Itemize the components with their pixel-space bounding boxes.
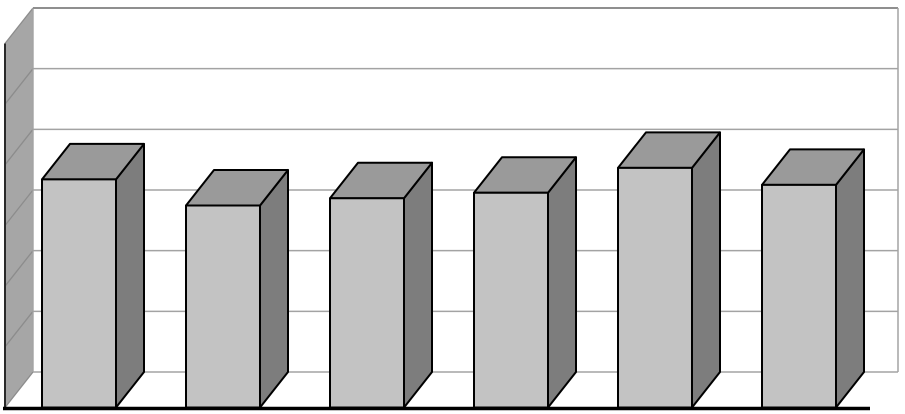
bar-front-face xyxy=(329,197,405,409)
bar-front-face xyxy=(617,166,693,409)
side-wall-gridline xyxy=(4,68,34,105)
side-wall-gridline xyxy=(4,371,34,408)
bar-5 xyxy=(617,131,721,409)
bar-6 xyxy=(761,148,865,409)
bar-2 xyxy=(185,168,289,409)
bar-front-face xyxy=(473,191,549,409)
side-wall-gridline xyxy=(4,189,34,226)
bar-front-face xyxy=(41,178,117,409)
bar-1 xyxy=(41,142,145,409)
side-wall-gridline xyxy=(4,250,34,287)
bar-side-face xyxy=(547,156,577,409)
bar-side-face xyxy=(691,131,721,409)
bar-front-face xyxy=(185,204,261,409)
bar-front-face xyxy=(761,183,837,409)
side-wall-gridline xyxy=(4,128,34,166)
bar-side-face xyxy=(115,142,145,409)
bar-side-face xyxy=(403,161,433,409)
bar-side-face xyxy=(835,148,865,409)
bar-side-face xyxy=(259,168,289,409)
side-wall-gridline xyxy=(4,310,34,348)
bar-3 xyxy=(329,161,433,409)
side-wall-top-edge xyxy=(4,7,34,44)
bar-4 xyxy=(473,156,577,409)
